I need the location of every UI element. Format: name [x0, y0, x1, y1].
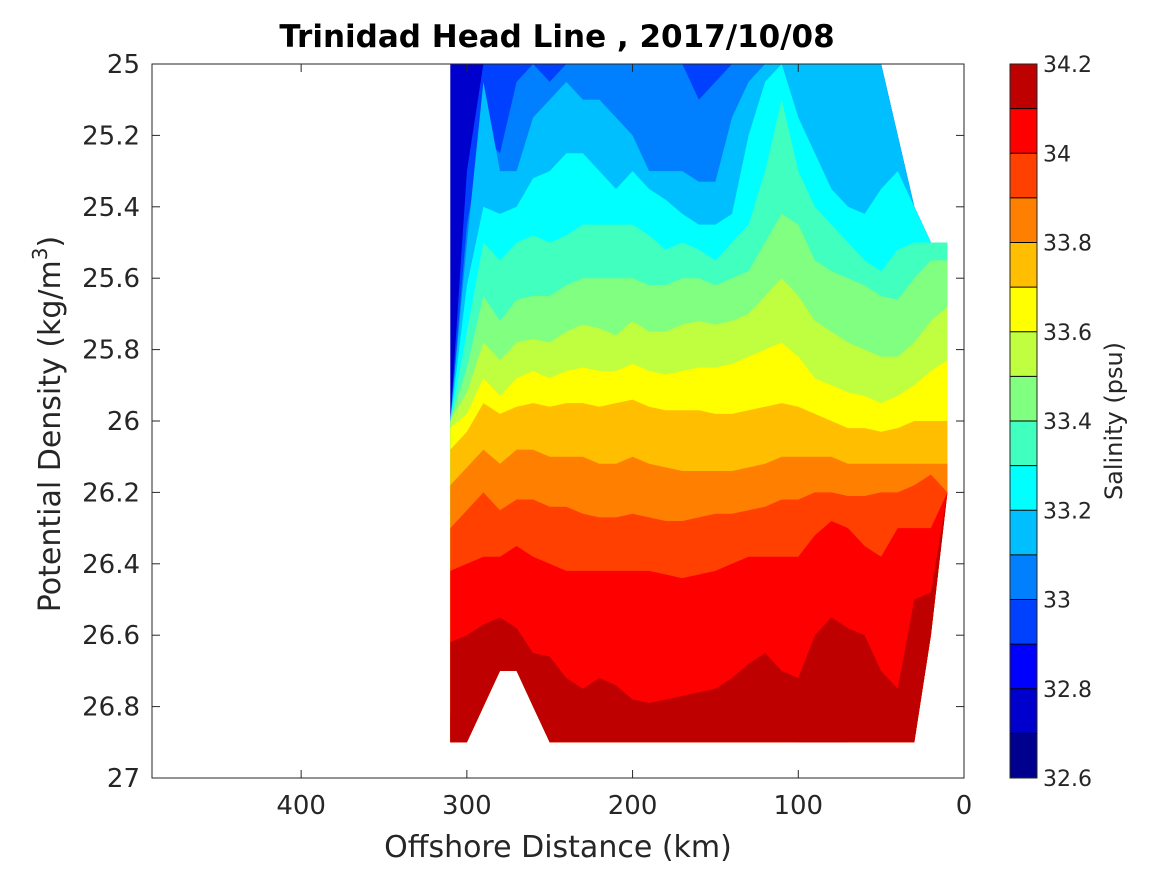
y-tick-label: 25.6 [82, 264, 140, 294]
x-tick-label: 200 [608, 791, 658, 821]
colorbar-segment [1010, 688, 1037, 734]
colorbar-segment [1010, 644, 1037, 689]
colorbar-segment [1010, 554, 1037, 600]
y-tick-label: 26 [107, 407, 140, 437]
y-tick-label: 26.8 [82, 693, 140, 723]
colorbar-frame [1009, 63, 1038, 779]
y-axis: 25 25.2 25.4 25.6 25.8 26 26.2 26.4 26.6 26.8 27 [82, 50, 964, 794]
colorbar-tick-label: 34 [1043, 142, 1071, 167]
colorbar-segment [1010, 64, 1037, 109]
colorbar-segment [1010, 510, 1037, 555]
y-tick-label: 25.2 [82, 121, 140, 151]
y-tick-label: 26.6 [82, 621, 140, 651]
y-axis-title-superscript: 3 [28, 247, 52, 260]
y-tick-label: 26.2 [82, 478, 140, 508]
colorbar-segment [1010, 599, 1037, 645]
colorbar-segment [1010, 242, 1037, 288]
colorbar-tick-label: 34.2 [1043, 53, 1092, 78]
y-tick-label: 25 [107, 50, 140, 80]
colorbar-segment [1010, 153, 1037, 198]
colorbar-segment [1010, 197, 1037, 243]
colorbar-segment [1010, 733, 1037, 778]
x-tick-label: 300 [442, 791, 492, 821]
colorbar-tick-label: 33.4 [1043, 410, 1092, 435]
salinity-band-34.1 [450, 492, 948, 743]
x-tick-label: 100 [773, 791, 823, 821]
x-tick-label: 0 [956, 791, 973, 821]
y-axis-title-close: ) [33, 236, 68, 248]
colorbar-segment [1010, 108, 1037, 154]
y-tick-label: 25.4 [82, 193, 140, 223]
y-tick-label: 26.4 [82, 550, 140, 580]
x-tick-label: 400 [276, 791, 326, 821]
colorbar-segment [1010, 376, 1037, 421]
y-tick-label: 25.8 [82, 336, 140, 366]
colorbar-segment [1010, 287, 1037, 332]
colorbar-tick-label: 33.6 [1043, 321, 1092, 346]
colorbar: 32.6 32.8 33 33.2 33.4 33.6 33.8 34 34.2 [1009, 53, 1092, 792]
colorbar-tick-label: 33.8 [1043, 232, 1092, 257]
y-tick-label: 27 [107, 764, 140, 794]
colorbar-title: Salinity (psu) [1100, 342, 1128, 500]
colorbar-tick-label: 32.8 [1043, 678, 1092, 703]
x-axis: 400 300 200 100 0 [276, 64, 972, 821]
colorbar-tick-label: 33.2 [1043, 499, 1092, 524]
colorbar-segment [1010, 331, 1037, 377]
colorbar-tick-label: 33 [1043, 589, 1071, 614]
chart-title: Trinidad Head Line , 2017/10/08 [279, 19, 834, 55]
colorbar-segment [1010, 421, 1037, 466]
y-axis-title: Potential Density (kg/m3) [28, 236, 68, 612]
contour-field [450, 64, 948, 743]
colorbar-segment [1010, 465, 1037, 511]
x-axis-title: Offshore Distance (km) [384, 830, 732, 865]
colorbar-tick-label: 32.6 [1043, 767, 1092, 792]
y-axis-title-main: Potential Density (kg/m [33, 260, 68, 612]
